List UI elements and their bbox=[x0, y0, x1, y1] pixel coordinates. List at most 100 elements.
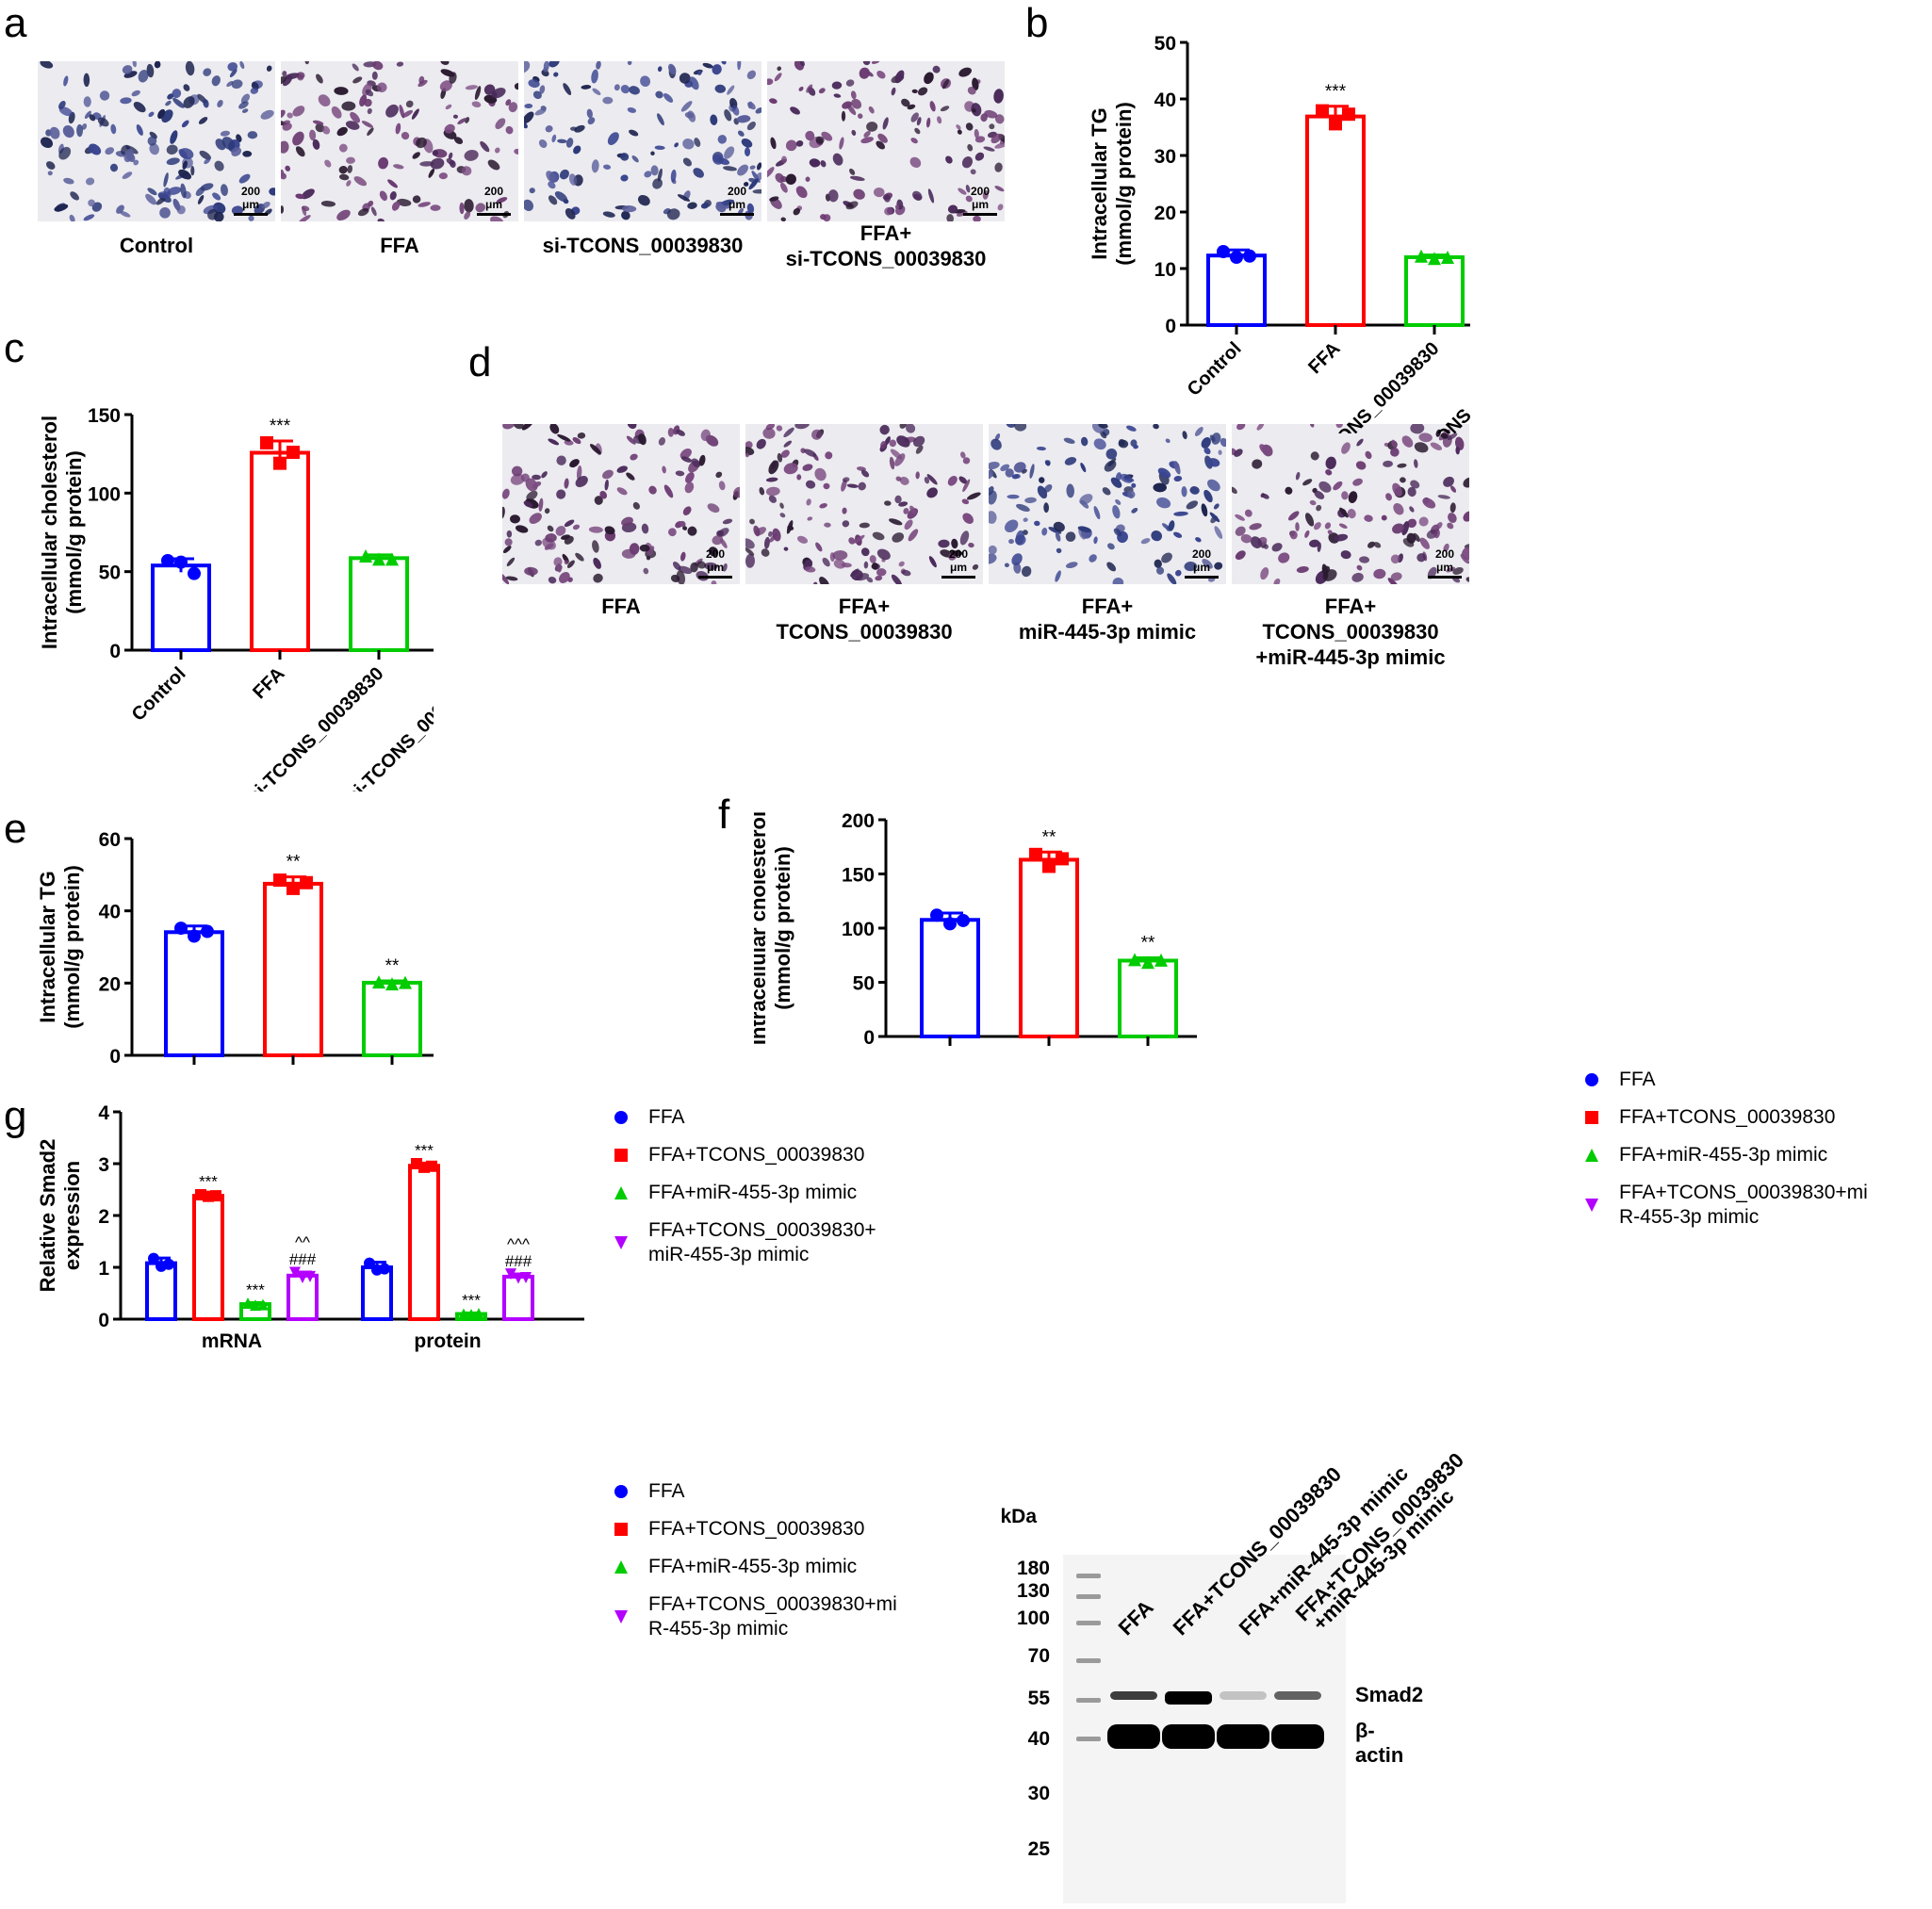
cell bbox=[862, 61, 871, 66]
data-point bbox=[372, 552, 385, 566]
cell bbox=[203, 99, 209, 108]
cell bbox=[819, 577, 830, 584]
inverted-triangle-marker-icon bbox=[1585, 1199, 1598, 1212]
cell bbox=[430, 204, 441, 211]
scale-bar: 200 μm bbox=[234, 185, 268, 216]
cell bbox=[558, 572, 570, 583]
cell bbox=[1195, 537, 1202, 543]
cell bbox=[502, 546, 512, 554]
cell bbox=[927, 188, 935, 204]
ladder-band bbox=[1076, 1737, 1101, 1741]
cell bbox=[776, 425, 783, 432]
bar bbox=[1019, 857, 1079, 1039]
cell bbox=[295, 146, 305, 157]
x-tick-label: FFA bbox=[249, 663, 288, 703]
micrograph-control: 200 μm bbox=[38, 61, 275, 221]
cell bbox=[884, 500, 892, 506]
cell bbox=[641, 523, 649, 534]
cell bbox=[762, 427, 776, 439]
cell bbox=[1173, 461, 1181, 475]
cell bbox=[928, 556, 937, 568]
cell bbox=[989, 553, 997, 564]
cell bbox=[504, 538, 513, 547]
marker-30: 30 bbox=[1027, 1783, 1050, 1804]
cell bbox=[655, 90, 663, 99]
cell bbox=[178, 169, 192, 180]
cell bbox=[989, 511, 997, 524]
cell bbox=[389, 191, 397, 201]
cell bbox=[411, 108, 419, 120]
cell bbox=[799, 61, 805, 67]
cell bbox=[1093, 506, 1101, 520]
cell bbox=[1211, 432, 1221, 445]
cell bbox=[780, 217, 786, 221]
cell bbox=[926, 474, 938, 485]
cell bbox=[620, 85, 630, 94]
legend-item-ffa-tcons: FFA+TCONS_00039830 bbox=[613, 1143, 876, 1167]
cell bbox=[863, 130, 871, 138]
bar bbox=[263, 881, 323, 1057]
cell bbox=[172, 97, 185, 108]
cell bbox=[149, 131, 157, 139]
cell bbox=[679, 520, 686, 528]
cell bbox=[894, 204, 900, 210]
cell bbox=[668, 528, 677, 537]
significance-label: ^^^ bbox=[507, 1235, 530, 1253]
cell bbox=[166, 144, 178, 155]
cell bbox=[341, 101, 356, 111]
marker-180: 180 bbox=[1016, 1558, 1050, 1579]
cell bbox=[879, 424, 890, 435]
cell bbox=[1407, 518, 1417, 529]
cell bbox=[989, 123, 995, 130]
cell bbox=[1214, 562, 1223, 570]
data-point bbox=[458, 1308, 469, 1320]
cell bbox=[630, 453, 638, 461]
data-point bbox=[930, 908, 943, 922]
scale-bar: 200 μm bbox=[1185, 547, 1219, 579]
cell bbox=[1106, 562, 1117, 572]
data-point bbox=[1342, 107, 1355, 122]
cell bbox=[965, 122, 974, 131]
cell bbox=[549, 424, 560, 434]
cell bbox=[281, 172, 287, 180]
cell bbox=[461, 166, 472, 176]
cell bbox=[475, 203, 486, 213]
caption-d-ffa-tcons-mimic: FFA+ TCONS_00039830 +miR-445-3p mimic bbox=[1255, 595, 1446, 669]
cell bbox=[768, 495, 778, 503]
cell bbox=[212, 192, 221, 201]
cell bbox=[1418, 516, 1429, 527]
cell bbox=[502, 488, 510, 499]
cell bbox=[281, 140, 289, 154]
cell bbox=[820, 160, 827, 168]
cell bbox=[474, 86, 482, 101]
cell bbox=[438, 172, 448, 180]
bar bbox=[349, 556, 409, 652]
cell bbox=[910, 138, 918, 144]
cell bbox=[368, 200, 374, 207]
x-tick-label: FFA bbox=[1304, 338, 1344, 378]
cell bbox=[780, 449, 790, 458]
cell bbox=[877, 133, 888, 143]
cell bbox=[772, 528, 781, 542]
cell bbox=[779, 513, 786, 518]
cell bbox=[312, 120, 324, 125]
cell bbox=[932, 65, 941, 73]
cell bbox=[281, 109, 286, 119]
cell bbox=[199, 150, 211, 160]
cell bbox=[320, 201, 336, 207]
cell bbox=[47, 171, 53, 176]
cell bbox=[220, 130, 231, 137]
significance-label: ** bbox=[1141, 934, 1155, 954]
cell bbox=[1153, 424, 1159, 430]
cell bbox=[1184, 562, 1198, 572]
legend-item-ffa: FFA bbox=[613, 1479, 897, 1504]
cell bbox=[1153, 482, 1167, 493]
cell bbox=[967, 87, 976, 95]
cell bbox=[824, 522, 831, 528]
cell bbox=[347, 165, 353, 173]
cell bbox=[84, 110, 91, 120]
cell bbox=[745, 147, 751, 157]
chart-c-intracellular-cholesterol: 0 50 100 150 Intracellular cholesterol (mmol/… bbox=[19, 396, 548, 840]
cell bbox=[841, 479, 847, 492]
